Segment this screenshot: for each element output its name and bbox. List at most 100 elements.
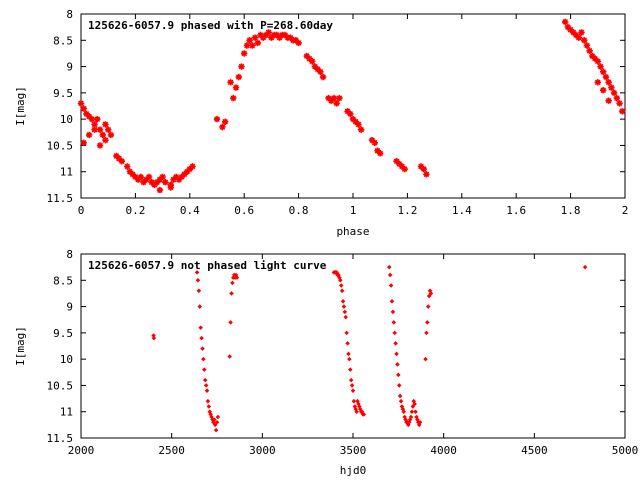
data-point — [333, 100, 340, 107]
data-point — [91, 121, 98, 128]
data-point — [392, 330, 397, 336]
data-point — [167, 184, 174, 191]
data-point — [340, 299, 346, 304]
data-point — [409, 409, 415, 414]
data-point — [260, 34, 267, 41]
phased-light-curve-panel: 0 0.2 0.4 0.6 0.8 1 1.2 1.4 1.6 1.8 2 8 8.5 9 9.5 10 10.… — [14, 8, 628, 238]
x-tick-label: 2500 — [158, 444, 185, 457]
y-tick-label: 8 — [66, 8, 73, 21]
data-point — [309, 58, 316, 65]
data-point — [330, 94, 338, 102]
data-point — [230, 280, 235, 286]
y-tick-label: 8.5 — [53, 34, 73, 47]
data-point — [396, 160, 403, 167]
data-point — [292, 37, 300, 44]
data-point — [238, 63, 245, 70]
x-tick-label: 2 — [622, 204, 629, 217]
data-point — [398, 398, 404, 404]
data-point — [257, 31, 264, 39]
data-point — [374, 147, 381, 154]
data-point — [338, 278, 343, 283]
y-tick-label: 11 — [60, 166, 73, 179]
data-point — [156, 176, 164, 183]
data-point — [115, 155, 123, 162]
data-point — [206, 404, 212, 409]
y-tick-label: 8 — [66, 248, 73, 261]
data-point — [265, 29, 272, 36]
data-point — [306, 55, 313, 62]
data-point — [202, 367, 207, 372]
x-tick-label: 1.6 — [506, 204, 526, 217]
data-point — [342, 309, 348, 315]
data-point — [608, 84, 615, 91]
data-point — [387, 272, 393, 278]
data-point — [401, 409, 407, 414]
data-point — [349, 383, 355, 388]
data-point — [425, 320, 430, 325]
data-point — [281, 31, 289, 39]
data-point — [396, 383, 402, 388]
data-point — [199, 335, 204, 341]
data-point — [91, 126, 98, 133]
data-point — [126, 168, 134, 175]
x-tick-label: 3500 — [340, 444, 367, 457]
data-point — [564, 23, 572, 31]
data-point — [371, 139, 378, 146]
data-point — [204, 388, 210, 393]
data-point — [140, 179, 147, 186]
data-point — [594, 58, 601, 65]
data-point — [352, 118, 359, 125]
x-tick-label: 0.8 — [289, 204, 309, 217]
data-point — [143, 176, 150, 183]
data-point — [346, 351, 351, 357]
data-point — [341, 304, 347, 309]
data-point — [578, 29, 585, 36]
x-tick-label: 2000 — [68, 444, 95, 457]
data-point — [262, 31, 270, 39]
data-point — [605, 97, 612, 104]
data-point — [338, 283, 344, 288]
data-point — [581, 37, 588, 44]
data-point — [413, 409, 418, 414]
data-point — [159, 173, 166, 181]
data-point — [80, 139, 87, 146]
data-point — [213, 115, 221, 123]
data-point — [339, 288, 345, 294]
x-tick-label: 4000 — [430, 444, 457, 457]
data-point — [570, 29, 577, 36]
y-tick-label: 10.5 — [47, 379, 74, 392]
y-tick-label: 9.5 — [53, 87, 73, 100]
data-point — [368, 137, 376, 144]
data-point — [575, 34, 582, 41]
data-point — [387, 264, 392, 270]
data-point — [355, 121, 362, 128]
y-tick-label: 11 — [60, 406, 73, 419]
data-point — [417, 419, 423, 425]
data-point — [189, 163, 196, 170]
data-point — [350, 388, 356, 393]
data-point — [354, 409, 359, 414]
data-point — [132, 173, 139, 181]
data-point — [234, 275, 240, 280]
x-axis-label: phase — [336, 225, 369, 238]
y-tick-label: 10 — [60, 353, 73, 366]
plot-frame — [80, 253, 626, 439]
data-point — [388, 283, 394, 288]
data-point — [361, 412, 367, 417]
data-point — [137, 173, 144, 181]
data-point — [343, 314, 349, 320]
data-point — [303, 52, 310, 60]
data-point — [96, 142, 104, 149]
data-point — [178, 173, 185, 181]
data-point — [213, 427, 219, 433]
data-point — [215, 414, 221, 420]
data-point — [605, 79, 612, 86]
data-point — [219, 123, 226, 131]
data-point — [390, 309, 396, 315]
x-tick-label: 0.4 — [180, 204, 200, 217]
data-point — [113, 152, 120, 160]
data-point — [428, 291, 434, 296]
data-point — [268, 34, 275, 41]
data-point — [102, 121, 109, 128]
x-tick-label: 0.6 — [234, 204, 254, 217]
